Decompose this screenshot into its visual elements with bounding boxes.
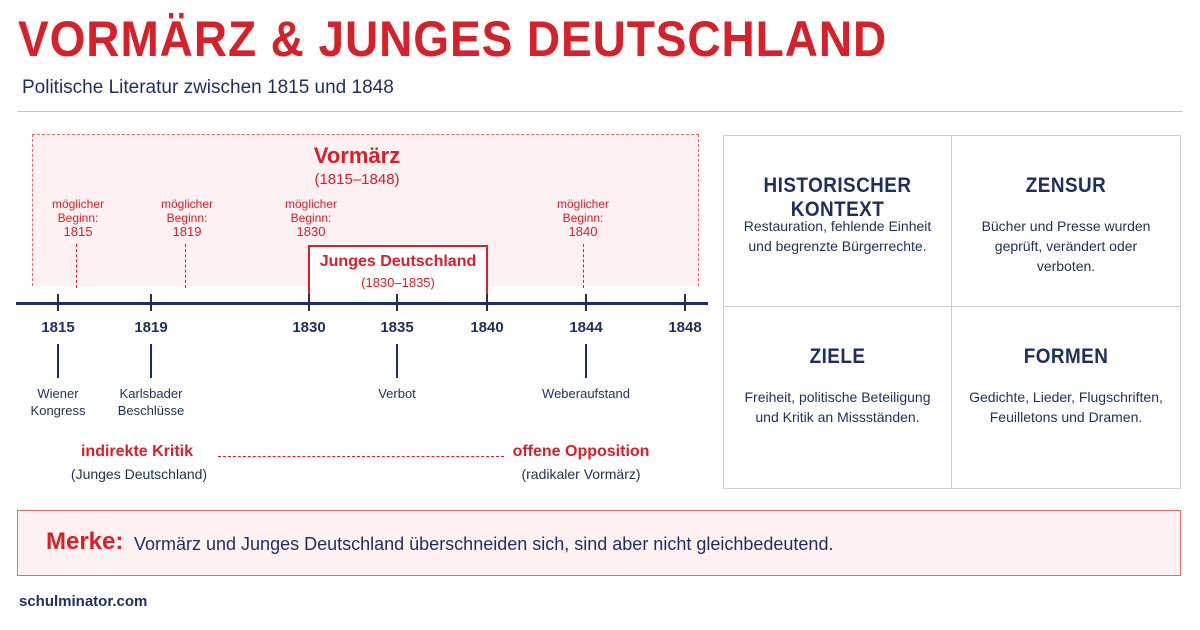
tick-1819 bbox=[150, 294, 152, 311]
year-label: 1848 bbox=[668, 319, 702, 336]
junges-deutschland-title: Junges Deutschland bbox=[319, 253, 477, 270]
possible-start-year: 1819 bbox=[172, 224, 202, 239]
year-label: 1840 bbox=[470, 319, 504, 336]
possible-start-1830: möglicher Beginn: 1830 bbox=[276, 197, 346, 239]
event-line: Kongress bbox=[30, 403, 86, 418]
junges-deutschland-box bbox=[308, 245, 488, 295]
tick-1840 bbox=[486, 294, 488, 311]
criticism-connector bbox=[218, 456, 504, 457]
page-subtitle: Politische Literatur zwischen 1815 und 1… bbox=[22, 77, 394, 98]
event-weberaufstand: Weberaufstand bbox=[542, 385, 630, 402]
tick-1835 bbox=[396, 294, 398, 311]
event-line: Verbot bbox=[378, 386, 416, 401]
possible-start-year: 1830 bbox=[296, 224, 326, 239]
tick-1844 bbox=[585, 294, 587, 311]
merke-text: Vormärz und Junges Deutschland überschne… bbox=[134, 534, 834, 554]
info-grid: HISTORISCHER KONTEXT Restauration, fehle… bbox=[723, 135, 1181, 489]
card-text: Restauration, fehlende Einheit und begre… bbox=[743, 218, 932, 254]
possible-start-1819: möglicher Beginn: 1819 bbox=[152, 197, 222, 239]
possible-start-label: möglicher Beginn: bbox=[160, 197, 214, 225]
junges-deutschland-range: (1830–1835) bbox=[361, 275, 435, 290]
year-label: 1830 bbox=[292, 319, 326, 336]
tick-1848 bbox=[684, 294, 686, 311]
event-line: Wiener bbox=[37, 386, 79, 401]
card-ziele: ZIELE Freiheit, politische Beteiligung u… bbox=[724, 307, 952, 488]
timeline-axis bbox=[16, 302, 708, 305]
card-formen: FORMEN Gedichte, Lieder, Flugschriften, … bbox=[952, 307, 1180, 488]
event-verbot: Verbot bbox=[378, 385, 416, 402]
possible-start-label: möglicher Beginn: bbox=[284, 197, 338, 225]
event-line: Weberaufstand bbox=[542, 386, 630, 401]
year-label: 1819 bbox=[134, 319, 168, 336]
event-marker-1815 bbox=[57, 344, 59, 378]
year-label: 1844 bbox=[569, 319, 603, 336]
vormaerz-range: (1815–1848) bbox=[314, 171, 400, 188]
open-opposition-sub: (radikaler Vormärz) bbox=[521, 466, 641, 482]
card-zensur: ZENSUR Bücher und Presse wurden geprüft,… bbox=[952, 136, 1180, 307]
possible-start-year: 1815 bbox=[63, 224, 93, 239]
open-opposition-title: offene Opposition bbox=[512, 443, 650, 460]
event-marker-1835 bbox=[396, 344, 398, 378]
year-label: 1835 bbox=[380, 319, 414, 336]
event-marker-1819 bbox=[150, 344, 152, 378]
possible-start-label: möglicher Beginn: bbox=[556, 197, 610, 225]
event-line: Karlsbader bbox=[119, 386, 183, 401]
footer-brand[interactable]: schulminator.com bbox=[19, 593, 148, 610]
event-line: Beschlüsse bbox=[117, 403, 185, 418]
card-historischer-kontext: HISTORISCHER KONTEXT Restauration, fehle… bbox=[724, 136, 952, 307]
tick-1830 bbox=[308, 294, 310, 311]
indirect-criticism-sub: (Junges Deutschland) bbox=[70, 466, 208, 482]
possible-start-1815: möglicher Beginn: 1815 bbox=[43, 197, 113, 239]
merke-label: Merke: bbox=[46, 528, 124, 555]
possible-start-1840-marker bbox=[583, 244, 584, 288]
card-heading: ZENSUR bbox=[1025, 174, 1107, 197]
possible-start-year: 1840 bbox=[568, 224, 598, 239]
vormaerz-title: Vormärz bbox=[313, 143, 401, 168]
possible-start-1840: möglicher Beginn: 1840 bbox=[548, 197, 618, 239]
card-heading: ZIELE bbox=[809, 345, 866, 368]
header-divider bbox=[18, 111, 1182, 112]
event-wiener-kongress: Wiener Kongress bbox=[31, 385, 86, 419]
possible-start-1815-marker bbox=[76, 244, 77, 288]
page-title: VORMÄRZ & JUNGES DEUTSCHLAND bbox=[18, 11, 888, 67]
event-marker-1844 bbox=[585, 344, 587, 378]
card-heading: HISTORISCHER KONTEXT bbox=[763, 174, 912, 221]
merke-box: Merke: Vormärz und Junges Deutschland üb… bbox=[17, 510, 1181, 576]
indirect-criticism-title: indirekte Kritik bbox=[80, 443, 194, 460]
event-karlsbader-beschluesse: Karlsbader Beschlüsse bbox=[118, 385, 184, 419]
card-heading: FORMEN bbox=[1023, 345, 1109, 368]
tick-1815 bbox=[57, 294, 59, 311]
year-label: 1815 bbox=[41, 319, 75, 336]
possible-start-1819-marker bbox=[185, 244, 186, 288]
card-text: Freiheit, politische Beteiligung und Kri… bbox=[744, 389, 931, 425]
possible-start-label: möglicher Beginn: bbox=[51, 197, 105, 225]
card-text: Bücher und Presse wurden geprüft, veränd… bbox=[981, 218, 1151, 274]
card-text: Gedichte, Lieder, Flugschriften, Feuille… bbox=[969, 389, 1163, 425]
